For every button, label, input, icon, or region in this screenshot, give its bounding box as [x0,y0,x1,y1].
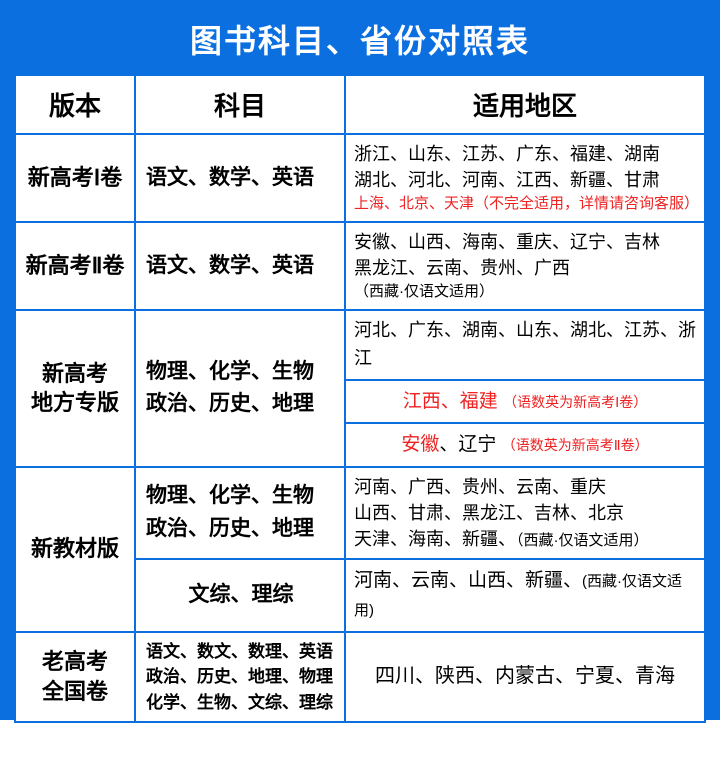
area-line-paren: （西藏·仅语文适用） [354,281,696,303]
table-row: 新高考 地方专版 物理、化学、生物 政治、历史、地理 河北、广东、湖南、山东、湖… [15,310,705,380]
footer-note: 请参考以上省份、科目下单～ [14,723,706,760]
area-line-part: 天津、海南、新疆、 [354,529,516,549]
version-line: 全国卷 [42,679,108,704]
frame: 图书科目、省份对照表 版本 科目 适用地区 新高考Ⅰ卷 语文、数学、英语 浙江、… [0,0,720,720]
area-line: 山西、甘肃、黑龙江、吉林、北京 [354,500,696,526]
version-cell: 新高考Ⅰ卷 [15,134,135,222]
header-row: 版本 科目 适用地区 [15,75,705,134]
table-row: 新高考Ⅱ卷 语文、数学、英语 安徽、山西、海南、重庆、辽宁、吉林 黑龙江、云南、… [15,222,705,310]
subject-line: 物理、化学、生物 [146,360,314,383]
table-row: 新高考Ⅰ卷 语文、数学、英语 浙江、山东、江苏、广东、福建、湖南 湖北、河北、河… [15,134,705,222]
subject-cell: 物理、化学、生物 政治、历史、地理 [135,310,345,467]
area-cell: 浙江、山东、江苏、广东、福建、湖南 湖北、河北、河南、江西、新疆、甘肃 上海、北… [345,134,705,222]
area-line-paren: （西藏·仅语文适用） [516,532,649,549]
version-cell: 老高考 全国卷 [15,632,135,723]
area-note: （语数英为新高考Ⅱ卷） [502,437,649,453]
area-line: 湖北、河北、河南、江西、新疆、甘肃 [354,167,696,193]
area-line: 河南、广西、贵州、云南、重庆 [354,474,696,500]
area-cell: 安徽、辽宁 （语数英为新高考Ⅱ卷） [345,423,705,466]
version-line: 新高考 [42,361,108,386]
th-area: 适用地区 [345,75,705,134]
subject-cell: 语文、数学、英语 [135,134,345,222]
area-cell: 四川、陕西、内蒙古、宁夏、青海 [345,632,705,723]
area-cell: 河北、广东、湖南、山东、湖北、江苏、浙江 [345,310,705,380]
subject-cell: 文综、理综 [135,559,345,632]
lookup-table: 版本 科目 适用地区 新高考Ⅰ卷 语文、数学、英语 浙江、山东、江苏、广东、福建… [14,74,706,723]
area-cell: 河南、云南、山西、新疆、(西藏·仅语文适用) [345,559,705,632]
subject-line: 政治、历史、地理、物理 [146,667,333,686]
table-row: 老高考 全国卷 语文、数文、数理、英语 政治、历史、地理、物理 化学、生物、文综… [15,632,705,723]
subject-line: 物理、化学、生物 [146,484,314,507]
version-cell: 新教材版 [15,467,135,632]
area-black: 、辽宁 [439,434,496,455]
version-cell: 新高考Ⅱ卷 [15,222,135,310]
version-line: 老高考 [42,649,108,674]
area-line-part: 河南、云南、山西、新疆、 [354,570,582,591]
subject-line: 政治、历史、地理 [146,392,314,415]
page-title: 图书科目、省份对照表 [14,10,706,74]
subject-line: 政治、历史、地理 [146,517,314,540]
version-cell: 新高考 地方专版 [15,310,135,467]
area-cell: 安徽、山西、海南、重庆、辽宁、吉林 黑龙江、云南、贵州、广西 （西藏·仅语文适用… [345,222,705,310]
area-red: 安徽 [401,434,439,455]
subject-cell: 语文、数文、数理、英语 政治、历史、地理、物理 化学、生物、文综、理综 [135,632,345,723]
area-line: 安徽、山西、海南、重庆、辽宁、吉林 [354,229,696,255]
th-version: 版本 [15,75,135,134]
version-line: 地方专版 [31,390,119,415]
table-row: 新教材版 物理、化学、生物 政治、历史、地理 河南、广西、贵州、云南、重庆 山西… [15,467,705,559]
subject-cell: 语文、数学、英语 [135,222,345,310]
th-subject: 科目 [135,75,345,134]
area-note: （语数英为新高考Ⅰ卷） [503,394,647,410]
area-line: 黑龙江、云南、贵州、广西 [354,255,696,281]
area-cell: 江西、福建 （语数英为新高考Ⅰ卷） [345,380,705,423]
area-cell: 河南、广西、贵州、云南、重庆 山西、甘肃、黑龙江、吉林、北京 天津、海南、新疆、… [345,467,705,559]
area-line-red: 上海、北京、天津（不完全适用，详情请咨询客服） [354,193,696,215]
subject-line: 化学、生物、文综、理综 [146,693,333,712]
area-line: 天津、海南、新疆、（西藏·仅语文适用） [354,526,696,552]
subject-cell: 物理、化学、生物 政治、历史、地理 [135,467,345,559]
area-red: 江西、福建 [403,391,498,412]
subject-line: 语文、数文、数理、英语 [146,642,333,661]
area-line: 浙江、山东、江苏、广东、福建、湖南 [354,141,696,167]
